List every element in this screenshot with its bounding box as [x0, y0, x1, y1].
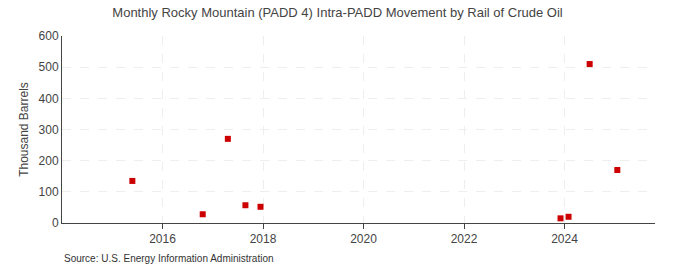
svg-text:400: 400: [39, 92, 59, 106]
svg-text:2020: 2020: [350, 232, 377, 246]
svg-text:600: 600: [39, 29, 59, 43]
svg-text:2018: 2018: [250, 232, 277, 246]
svg-text:2024: 2024: [551, 232, 578, 246]
svg-text:100: 100: [39, 185, 59, 199]
svg-text:200: 200: [39, 154, 59, 168]
svg-text:2022: 2022: [451, 232, 478, 246]
svg-text:2016: 2016: [149, 232, 176, 246]
svg-text:Monthly Rocky Mountain (PADD 4: Monthly Rocky Mountain (PADD 4) Intra-PA…: [112, 5, 562, 20]
svg-text:300: 300: [39, 123, 59, 137]
svg-text:Thousand Barrels: Thousand Barrels: [17, 82, 31, 177]
svg-text:Source: U.S. Energy Informatio: Source: U.S. Energy Information Administ…: [64, 253, 274, 264]
svg-text:0: 0: [52, 216, 59, 230]
svg-text:500: 500: [39, 60, 59, 74]
